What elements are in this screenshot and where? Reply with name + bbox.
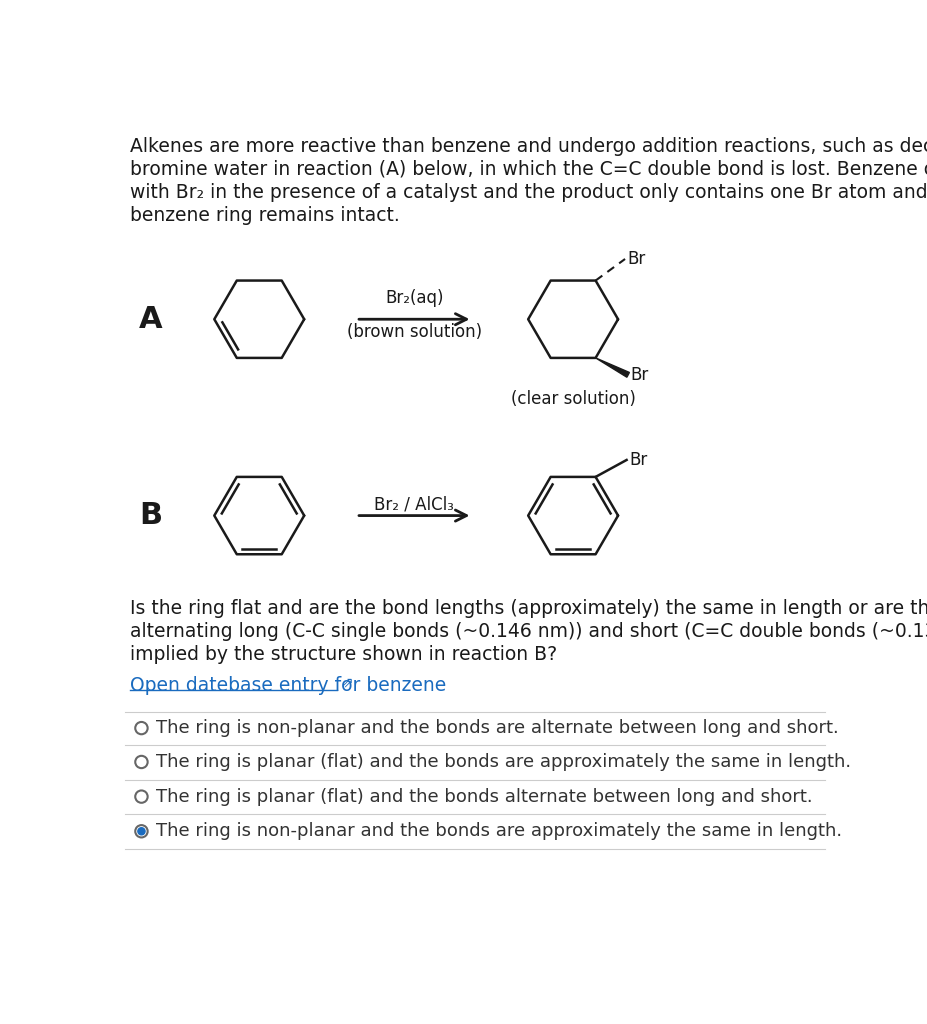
Text: Alkenes are more reactive than benzene and undergo addition reactions, such as d: Alkenes are more reactive than benzene a…: [130, 137, 927, 156]
Text: B: B: [139, 501, 162, 530]
Text: The ring is non-planar and the bonds are approximately the same in length.: The ring is non-planar and the bonds are…: [156, 822, 843, 841]
Text: bromine water in reaction (A) below, in which the C=C double bond is lost. Benze: bromine water in reaction (A) below, in …: [130, 160, 927, 179]
Text: Br: Br: [628, 250, 645, 268]
Text: (clear solution): (clear solution): [511, 389, 636, 408]
Text: ⇗: ⇗: [342, 676, 354, 690]
Text: The ring is planar (flat) and the bonds are approximately the same in length.: The ring is planar (flat) and the bonds …: [156, 753, 851, 771]
Text: alternating long (C-C single bonds (~0.146 nm)) and short (C=C double bonds (~0.: alternating long (C-C single bonds (~0.1…: [130, 622, 927, 641]
Text: The ring is non-planar and the bonds are alternate between long and short.: The ring is non-planar and the bonds are…: [156, 719, 839, 737]
Text: Br: Br: [630, 366, 649, 384]
Circle shape: [138, 827, 145, 835]
Text: A: A: [139, 305, 163, 334]
Text: benzene ring remains intact.: benzene ring remains intact.: [130, 206, 400, 225]
Text: Br: Br: [629, 451, 647, 469]
Polygon shape: [596, 358, 629, 377]
Text: (brown solution): (brown solution): [347, 324, 482, 341]
Text: The ring is planar (flat) and the bonds alternate between long and short.: The ring is planar (flat) and the bonds …: [156, 787, 813, 806]
Text: implied by the structure shown in reaction B?: implied by the structure shown in reacti…: [130, 645, 557, 664]
Text: Open datebase entry for benzene: Open datebase entry for benzene: [130, 676, 446, 694]
Text: Br₂(aq): Br₂(aq): [385, 290, 443, 307]
Text: Is the ring flat and are the bond lengths (approximately) the same in length or : Is the ring flat and are the bond length…: [130, 599, 927, 617]
Text: with Br₂ in the presence of a catalyst and the product only contains one Br atom: with Br₂ in the presence of a catalyst a…: [130, 183, 927, 202]
Text: Br₂ / AlCl₃: Br₂ / AlCl₃: [375, 495, 454, 513]
